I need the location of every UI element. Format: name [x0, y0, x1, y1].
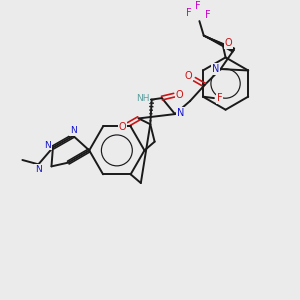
Text: O: O [119, 122, 127, 132]
Polygon shape [204, 36, 235, 52]
Text: N: N [44, 141, 51, 150]
Text: NH: NH [136, 94, 149, 103]
Text: F: F [205, 10, 211, 20]
Text: N: N [212, 64, 219, 74]
Text: F: F [195, 1, 201, 11]
Text: N: N [70, 126, 76, 135]
Text: N: N [177, 108, 184, 118]
Text: O: O [185, 71, 192, 81]
Text: N: N [35, 165, 42, 174]
Text: F: F [217, 93, 223, 103]
Text: F: F [185, 8, 191, 18]
Text: O: O [225, 38, 232, 48]
Text: O: O [176, 90, 183, 100]
